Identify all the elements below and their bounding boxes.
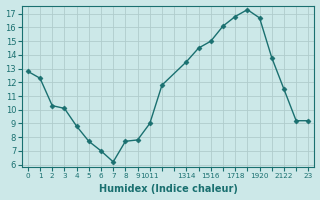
X-axis label: Humidex (Indice chaleur): Humidex (Indice chaleur) [99, 184, 237, 194]
